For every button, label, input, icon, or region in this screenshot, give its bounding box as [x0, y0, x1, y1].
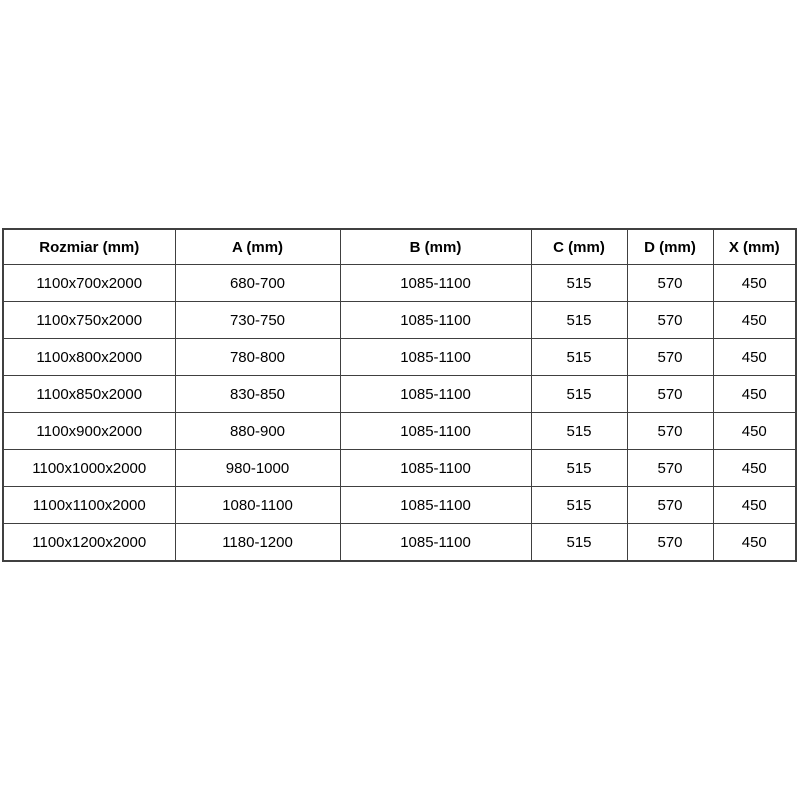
table-cell: 1100x700x2000: [2, 264, 176, 302]
table-cell: 515: [530, 301, 628, 339]
column-header-a: A (mm): [174, 228, 341, 265]
table-cell: 570: [626, 301, 714, 339]
table-cell: 1100x850x2000: [2, 375, 176, 413]
table-cell: 1100x800x2000: [2, 338, 176, 376]
table-row: 1100x800x2000 780-800 1085-1100 515 570 450: [2, 338, 797, 376]
column-header-c: C (mm): [530, 228, 628, 265]
table-row: 1100x850x2000 830-850 1085-1100 515 570 450: [2, 375, 797, 413]
table-cell: 570: [626, 264, 714, 302]
table-cell: 880-900: [174, 412, 341, 450]
table-row: 1100x700x2000 680-700 1085-1100 515 570 450: [2, 264, 797, 302]
table-cell: 570: [626, 449, 714, 487]
table-cell: 1085-1100: [339, 301, 532, 339]
table-cell: 1085-1100: [339, 486, 532, 524]
table-cell: 1085-1100: [339, 264, 532, 302]
column-header-rozmiar: Rozmiar (mm): [2, 228, 176, 265]
table-row: 1100x1100x2000 1080-1100 1085-1100 515 570 45…: [2, 486, 797, 524]
column-header-b: B (mm): [339, 228, 532, 265]
table-cell: 450: [712, 338, 797, 376]
table-row: 1100x750x2000 730-750 1085-1100 515 570 450: [2, 301, 797, 339]
table-cell: 570: [626, 338, 714, 376]
table-cell: 830-850: [174, 375, 341, 413]
table-cell: 450: [712, 375, 797, 413]
table-cell: 680-700: [174, 264, 341, 302]
table-cell: 450: [712, 523, 797, 562]
table-cell: 1085-1100: [339, 338, 532, 376]
table-cell: 980-1000: [174, 449, 341, 487]
spec-table-container: Rozmiar (mm) A (mm) B (mm) C (mm) D (mm)…: [2, 228, 797, 562]
table-cell: 570: [626, 486, 714, 524]
table-cell: 450: [712, 301, 797, 339]
table-cell: 1100x1200x2000: [2, 523, 176, 562]
table-cell: 1080-1100: [174, 486, 341, 524]
table-cell: 1100x900x2000: [2, 412, 176, 450]
spec-table: Rozmiar (mm) A (mm) B (mm) C (mm) D (mm)…: [2, 228, 797, 562]
table-cell: 515: [530, 375, 628, 413]
table-cell: 515: [530, 264, 628, 302]
table-header-row: Rozmiar (mm) A (mm) B (mm) C (mm) D (mm)…: [2, 228, 797, 265]
table-cell: 450: [712, 264, 797, 302]
table-cell: 1100x1100x2000: [2, 486, 176, 524]
table-cell: 1085-1100: [339, 523, 532, 562]
table-cell: 515: [530, 486, 628, 524]
column-header-d: D (mm): [626, 228, 714, 265]
table-cell: 1100x750x2000: [2, 301, 176, 339]
table-row: 1100x1000x2000 980-1000 1085-1100 515 570 450: [2, 449, 797, 487]
table-cell: 450: [712, 412, 797, 450]
table-cell: 450: [712, 486, 797, 524]
table-cell: 515: [530, 449, 628, 487]
table-cell: 450: [712, 449, 797, 487]
table-row: 1100x900x2000 880-900 1085-1100 515 570 450: [2, 412, 797, 450]
table-cell: 730-750: [174, 301, 341, 339]
table-cell: 570: [626, 412, 714, 450]
table-cell: 1180-1200: [174, 523, 341, 562]
table-cell: 780-800: [174, 338, 341, 376]
table-cell: 515: [530, 523, 628, 562]
table-row: 1100x1200x2000 1180-1200 1085-1100 515 570 45…: [2, 523, 797, 562]
table-cell: 1085-1100: [339, 412, 532, 450]
table-cell: 515: [530, 338, 628, 376]
table-cell: 1085-1100: [339, 375, 532, 413]
table-cell: 1085-1100: [339, 449, 532, 487]
spec-table-body: 1100x700x2000 680-700 1085-1100 515 570 450 11…: [2, 264, 797, 562]
table-cell: 1100x1000x2000: [2, 449, 176, 487]
table-cell: 570: [626, 375, 714, 413]
table-cell: 570: [626, 523, 714, 562]
table-cell: 515: [530, 412, 628, 450]
column-header-x: X (mm): [712, 228, 797, 265]
